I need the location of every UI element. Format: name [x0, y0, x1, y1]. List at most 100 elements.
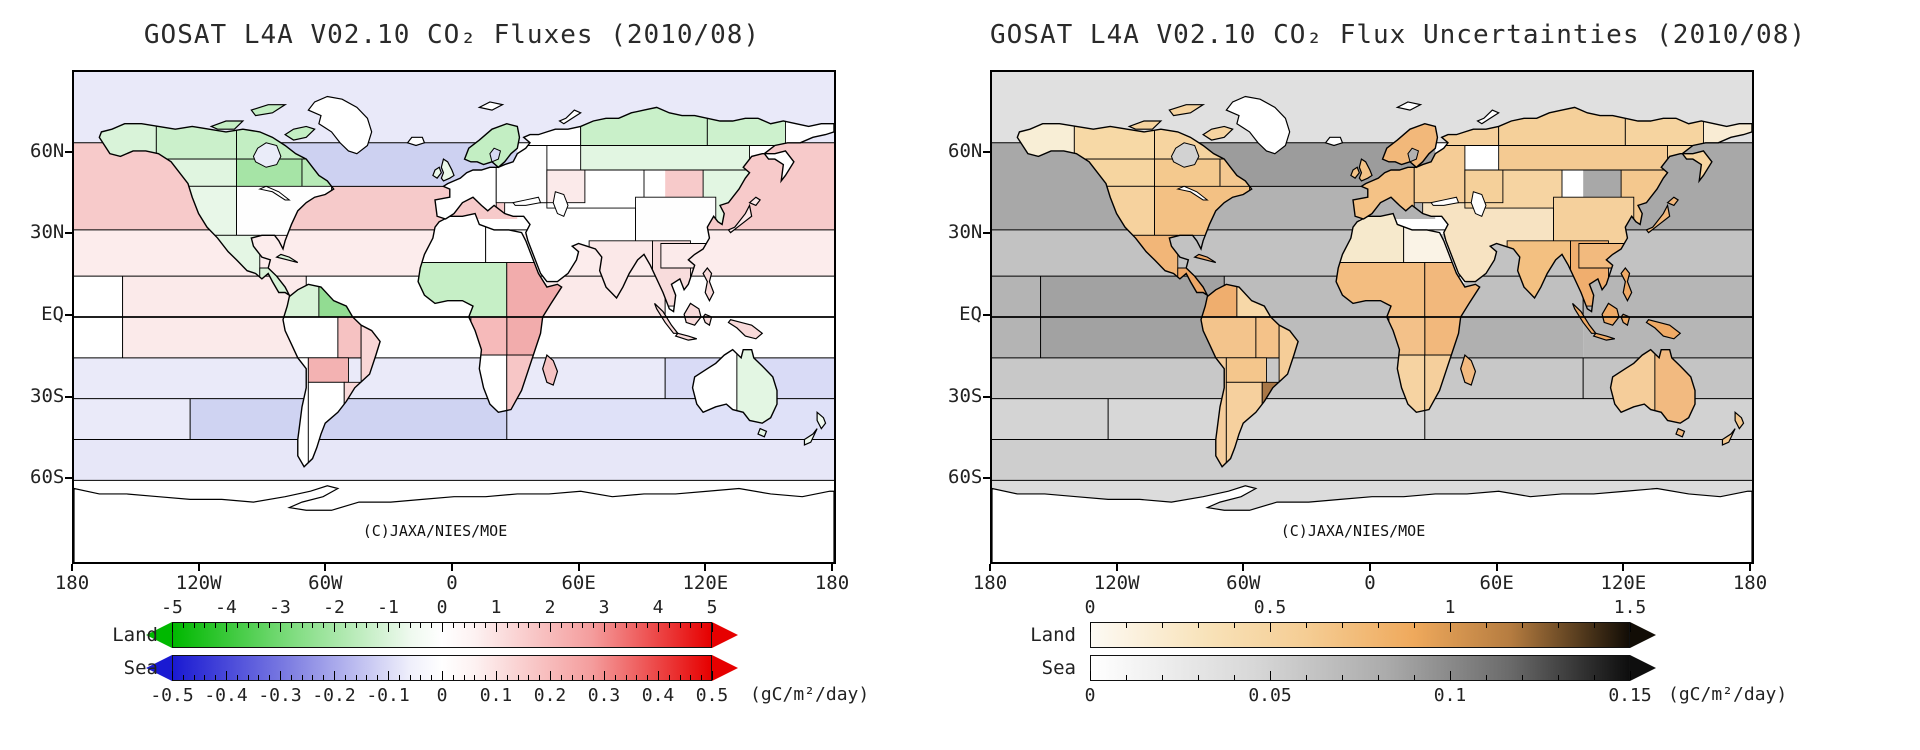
land-colorbar-minor-tick	[647, 623, 649, 628]
sea-colorbar-left-arrow	[146, 655, 172, 681]
land-colorbar-minor-tick	[344, 623, 346, 628]
sea-colorbar-minor-tick	[625, 675, 627, 680]
x-axis-label: 60W	[308, 572, 343, 594]
uncertainty-map-panel: GOSAT L4A V02.10 CO₂ Flux Uncertainties …	[948, 0, 1908, 750]
world-flux-map	[74, 72, 834, 562]
land-colorbar-tick	[1270, 623, 1271, 632]
sea-colorbar-minor-tick	[1234, 675, 1235, 680]
sea-colorbar-tick	[712, 671, 713, 680]
x-axis-label: 60E	[1479, 572, 1514, 594]
x-axis-tick	[577, 564, 580, 571]
land-colorbar-minor-tick	[377, 623, 379, 628]
sea-colorbar-side-label: Sea	[123, 657, 158, 679]
sea-colorbar-minor-tick	[355, 675, 357, 680]
sea-colorbar-tick-label: 0.1	[1433, 685, 1467, 706]
land-colorbar-minor-tick	[1558, 623, 1559, 628]
land-colorbar-tick	[172, 623, 173, 632]
sea-colorbar-minor-tick	[398, 675, 400, 680]
land-colorbar-tick-label: 1.5	[1613, 597, 1647, 618]
sea-colorbar-minor-tick	[1342, 675, 1343, 680]
x-axis-label: 120E	[1600, 572, 1647, 594]
y-axis-label: EQ	[41, 303, 64, 325]
land-colorbar-minor-tick	[625, 623, 627, 628]
colorbar-unit-label: (gC/m²/day)	[1668, 684, 1788, 705]
sea-colorbar-minor-tick	[1306, 675, 1307, 680]
sea-colorbar-minor-tick	[1486, 675, 1487, 680]
x-axis-label: 120W	[1093, 572, 1140, 594]
sea-colorbar-right-arrow	[1630, 655, 1656, 681]
sea-colorbar-minor-tick	[1378, 675, 1379, 680]
land-colorbar-minor-tick	[1162, 623, 1163, 628]
x-axis-tick	[324, 564, 327, 571]
sea-colorbar-minor-tick	[614, 675, 616, 680]
x-axis-tick	[989, 564, 991, 571]
page-title: GOSAT L4A V02.10 CO₂ Flux Uncertainties …	[990, 20, 1807, 50]
land-colorbar-minor-tick	[193, 623, 195, 628]
sea-colorbar-minor-tick	[647, 675, 649, 680]
land-colorbar-tick-label: -1	[377, 597, 399, 618]
x-axis-label: 120W	[175, 572, 222, 594]
land-colorbar-tick-label: -4	[215, 597, 237, 618]
x-axis-tick	[1495, 564, 1498, 571]
sea-colorbar-minor-tick	[474, 675, 476, 680]
sea-colorbar-tick-label: 0.15	[1608, 685, 1652, 706]
sea-colorbar-tick-label: -0.2	[312, 685, 356, 706]
sea-colorbar-minor-tick	[344, 675, 346, 680]
sea-colorbar-tick	[1630, 671, 1631, 680]
sea-colorbar-minor-tick	[582, 675, 584, 680]
x-axis-label: 120E	[682, 572, 729, 594]
land-colorbar-minor-tick	[1594, 623, 1595, 628]
land-colorbar-minor-tick	[506, 623, 508, 628]
sea-colorbar-minor-tick	[377, 675, 379, 680]
land-colorbar-minor-tick	[290, 623, 292, 628]
sea-colorbar-minor-tick	[593, 675, 595, 680]
y-axis-label: 30S	[948, 384, 983, 407]
y-axis-tick	[65, 314, 72, 316]
land-colorbar-tick	[388, 623, 389, 632]
land-colorbar-minor-tick	[690, 623, 692, 628]
x-axis-label: 60W	[1226, 572, 1261, 594]
land-colorbar-side-label: Land	[1030, 624, 1076, 646]
sea-colorbar-minor-tick	[463, 675, 465, 680]
x-axis-label: 60E	[561, 572, 596, 594]
sea-colorbar-tick	[1090, 671, 1091, 680]
land-colorbar-minor-tick	[485, 623, 487, 628]
land-colorbar	[1090, 622, 1630, 648]
y-axis-tick	[65, 232, 72, 235]
sea-colorbar-minor-tick	[668, 675, 670, 680]
land-colorbar-minor-tick	[323, 623, 325, 628]
sea-colorbar-minor-tick	[409, 675, 411, 680]
sea-colorbar-tick-label: 0.3	[587, 685, 621, 706]
y-axis-tick	[983, 395, 990, 398]
sea-colorbar-minor-tick	[1198, 675, 1199, 680]
land-colorbar-minor-tick	[1126, 623, 1127, 628]
x-axis-tick	[71, 564, 73, 571]
y-axis-label: 30S	[30, 384, 65, 407]
land-colorbar-minor-tick	[420, 623, 422, 628]
sea-colorbar-tick-label: -0.5	[150, 685, 194, 706]
land-colorbar-minor-tick	[539, 623, 541, 628]
land-colorbar-minor-tick	[1198, 623, 1199, 628]
sea-colorbar-minor-tick	[290, 675, 292, 680]
land-colorbar-minor-tick	[668, 623, 670, 628]
land-colorbar-minor-tick	[1486, 623, 1487, 628]
sea-colorbar-minor-tick	[182, 675, 184, 680]
land-colorbar-minor-tick	[215, 623, 217, 628]
sea-colorbar-tick	[388, 671, 389, 680]
land-colorbar-tick	[496, 623, 497, 632]
sea-colorbar-tick	[1450, 671, 1451, 680]
x-axis-label: 180	[972, 572, 1008, 594]
sea-colorbar-minor-tick	[539, 675, 541, 680]
x-axis-tick	[197, 564, 200, 571]
sea-colorbar-minor-tick	[204, 675, 206, 680]
land-colorbar-minor-tick	[247, 623, 249, 628]
land-colorbar-tick-label: 3	[598, 597, 610, 618]
land-colorbar-tick	[280, 623, 281, 632]
y-axis-tick	[65, 150, 72, 153]
land-colorbar-minor-tick	[431, 623, 433, 628]
land-colorbar-tick-label: 0.5	[1253, 597, 1287, 618]
land-colorbar-tick	[442, 623, 443, 632]
sea-colorbar-minor-tick	[690, 675, 692, 680]
land-colorbar-minor-tick	[582, 623, 584, 628]
land-colorbar-tick-label: 0	[436, 597, 448, 618]
